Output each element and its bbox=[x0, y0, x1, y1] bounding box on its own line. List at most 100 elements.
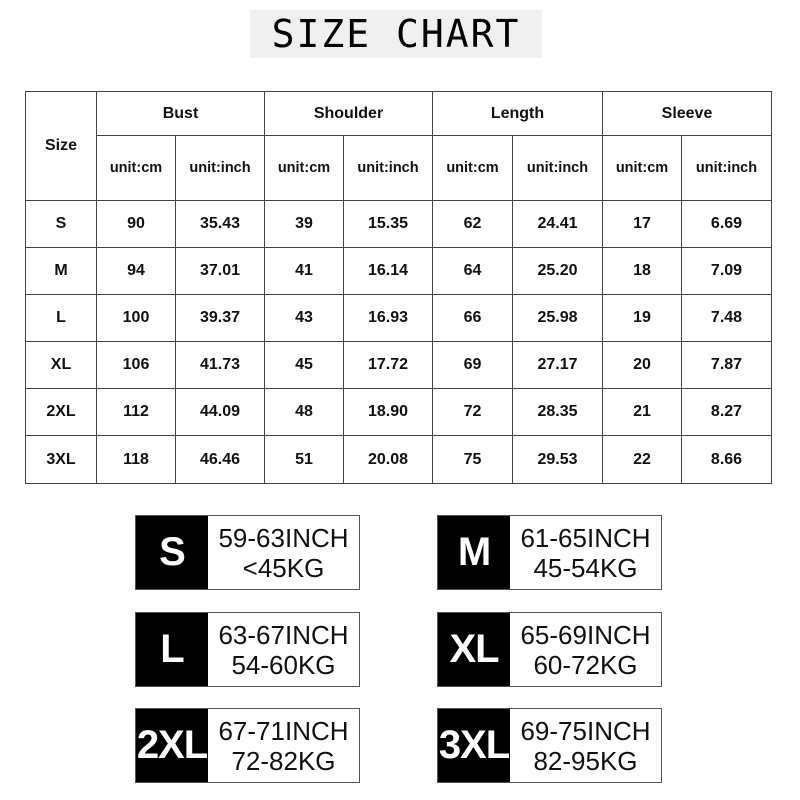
value-cell: 16.14 bbox=[343, 247, 433, 295]
value-cell: 45 bbox=[264, 341, 344, 389]
value-cell: 62 bbox=[432, 200, 513, 248]
length-header: Length bbox=[432, 91, 603, 136]
value-cell: 41.73 bbox=[175, 341, 265, 389]
value-cell: 18.90 bbox=[343, 388, 433, 436]
value-cell: 18 bbox=[602, 247, 682, 295]
value-cell: 75 bbox=[432, 435, 513, 484]
table-row: 2XL 112 44.09 48 18.90 72 28.35 21 8.27 bbox=[25, 388, 772, 436]
value-cell: 100 bbox=[96, 294, 176, 342]
bust-header: Bust bbox=[96, 91, 265, 136]
value-cell: 7.48 bbox=[681, 294, 772, 342]
value-cell: 69 bbox=[432, 341, 513, 389]
table-row: M 94 37.01 41 16.14 64 25.20 18 7.09 bbox=[25, 247, 772, 295]
weight-range: <45KG bbox=[242, 552, 325, 583]
value-cell: 72 bbox=[432, 388, 513, 436]
size-card: L 63-67INCH 54-60KG bbox=[135, 612, 360, 687]
height-range: 69-75INCH bbox=[520, 715, 651, 746]
unit-inch-header: unit:inch bbox=[175, 135, 265, 201]
size-info: 65-69INCH 60-72KG bbox=[510, 613, 661, 686]
size-label: L bbox=[136, 613, 208, 686]
value-cell: 6.69 bbox=[681, 200, 772, 248]
size-cell: M bbox=[25, 247, 97, 295]
value-cell: 27.17 bbox=[512, 341, 603, 389]
size-label: 3XL bbox=[438, 709, 510, 782]
size-info: 69-75INCH 82-95KG bbox=[510, 709, 661, 782]
unit-cm-header: unit:cm bbox=[264, 135, 344, 201]
weight-range: 82-95KG bbox=[533, 745, 638, 776]
size-card: XL 65-69INCH 60-72KG bbox=[437, 612, 662, 687]
height-range: 65-69INCH bbox=[520, 619, 651, 650]
size-info: 67-71INCH 72-82KG bbox=[208, 709, 359, 782]
unit-cm-header: unit:cm bbox=[96, 135, 176, 201]
value-cell: 8.27 bbox=[681, 388, 772, 436]
value-cell: 24.41 bbox=[512, 200, 603, 248]
value-cell: 44.09 bbox=[175, 388, 265, 436]
value-cell: 8.66 bbox=[681, 435, 772, 484]
size-card: 3XL 69-75INCH 82-95KG bbox=[437, 708, 662, 783]
value-cell: 118 bbox=[96, 435, 176, 484]
value-cell: 112 bbox=[96, 388, 176, 436]
value-cell: 39 bbox=[264, 200, 344, 248]
value-cell: 17 bbox=[602, 200, 682, 248]
value-cell: 51 bbox=[264, 435, 344, 484]
size-cell: XL bbox=[25, 341, 97, 389]
size-label: M bbox=[438, 516, 510, 589]
weight-range: 54-60KG bbox=[231, 649, 336, 680]
value-cell: 37.01 bbox=[175, 247, 265, 295]
size-table: Size Bust Shoulder Length Sleeve unit:cm… bbox=[25, 91, 772, 484]
value-cell: 19 bbox=[602, 294, 682, 342]
size-cell: L bbox=[25, 294, 97, 342]
weight-range: 45-54KG bbox=[533, 552, 638, 583]
size-info: 61-65INCH 45-54KG bbox=[510, 516, 661, 589]
size-card: M 61-65INCH 45-54KG bbox=[437, 515, 662, 590]
size-card: S 59-63INCH <45KG bbox=[135, 515, 360, 590]
size-cell: S bbox=[25, 200, 97, 248]
table-row: S 90 35.43 39 15.35 62 24.41 17 6.69 bbox=[25, 200, 772, 248]
value-cell: 15.35 bbox=[343, 200, 433, 248]
value-cell: 7.87 bbox=[681, 341, 772, 389]
size-header: Size bbox=[25, 91, 97, 201]
shoulder-header: Shoulder bbox=[264, 91, 433, 136]
table-row: L 100 39.37 43 16.93 66 25.98 19 7.48 bbox=[25, 294, 772, 342]
height-range: 59-63INCH bbox=[218, 522, 349, 553]
size-info: 63-67INCH 54-60KG bbox=[208, 613, 359, 686]
value-cell: 43 bbox=[264, 294, 344, 342]
size-card: 2XL 67-71INCH 72-82KG bbox=[135, 708, 360, 783]
value-cell: 94 bbox=[96, 247, 176, 295]
page-title: SIZE CHART bbox=[250, 10, 542, 58]
value-cell: 22 bbox=[602, 435, 682, 484]
value-cell: 25.20 bbox=[512, 247, 603, 295]
weight-range: 60-72KG bbox=[533, 649, 638, 680]
size-info: 59-63INCH <45KG bbox=[208, 516, 359, 589]
sleeve-header: Sleeve bbox=[602, 91, 772, 136]
value-cell: 29.53 bbox=[512, 435, 603, 484]
unit-cm-header: unit:cm bbox=[602, 135, 682, 201]
value-cell: 28.35 bbox=[512, 388, 603, 436]
unit-inch-header: unit:inch bbox=[512, 135, 603, 201]
size-cell: 2XL bbox=[25, 388, 97, 436]
size-label: XL bbox=[438, 613, 510, 686]
value-cell: 7.09 bbox=[681, 247, 772, 295]
size-cell: 3XL bbox=[25, 435, 97, 484]
height-range: 63-67INCH bbox=[218, 619, 349, 650]
value-cell: 35.43 bbox=[175, 200, 265, 248]
value-cell: 90 bbox=[96, 200, 176, 248]
value-cell: 17.72 bbox=[343, 341, 433, 389]
unit-cm-header: unit:cm bbox=[432, 135, 513, 201]
weight-range: 72-82KG bbox=[231, 745, 336, 776]
value-cell: 64 bbox=[432, 247, 513, 295]
value-cell: 20.08 bbox=[343, 435, 433, 484]
value-cell: 106 bbox=[96, 341, 176, 389]
value-cell: 41 bbox=[264, 247, 344, 295]
value-cell: 21 bbox=[602, 388, 682, 436]
table-row: 3XL 118 46.46 51 20.08 75 29.53 22 8.66 bbox=[25, 435, 772, 484]
value-cell: 66 bbox=[432, 294, 513, 342]
value-cell: 39.37 bbox=[175, 294, 265, 342]
height-range: 67-71INCH bbox=[218, 715, 349, 746]
value-cell: 48 bbox=[264, 388, 344, 436]
height-range: 61-65INCH bbox=[520, 522, 651, 553]
size-label: 2XL bbox=[136, 709, 208, 782]
unit-inch-header: unit:inch bbox=[681, 135, 772, 201]
size-label: S bbox=[136, 516, 208, 589]
table-row: XL 106 41.73 45 17.72 69 27.17 20 7.87 bbox=[25, 341, 772, 389]
